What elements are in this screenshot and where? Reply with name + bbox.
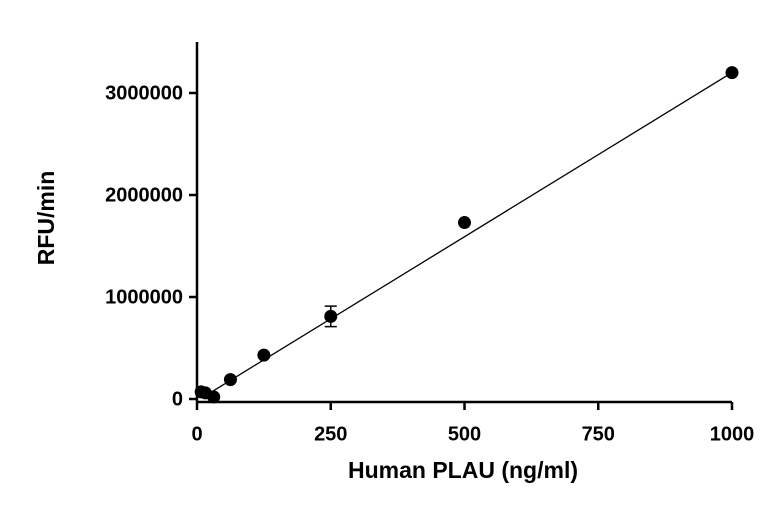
x-tick-label: 0 — [191, 423, 202, 445]
y-axis-label: RFU/min — [33, 171, 59, 266]
x-tick-label: 500 — [448, 423, 481, 445]
y-tick-label: 1000000 — [105, 286, 183, 308]
data-point — [324, 309, 338, 323]
data-point — [458, 216, 471, 230]
y-tick-label: 2000000 — [105, 184, 183, 206]
data-point — [725, 66, 739, 80]
data-point — [257, 348, 271, 362]
x-tick-label: 1000 — [710, 423, 755, 445]
x-tick-label: 250 — [314, 423, 347, 445]
fit-line — [204, 72, 733, 397]
y-tick-label: 0 — [172, 388, 183, 410]
x-axis-label: Human PLAU (ng/ml) — [348, 457, 578, 483]
data-point — [207, 390, 221, 404]
x-tick-label: 750 — [582, 423, 615, 445]
data-point — [223, 373, 237, 387]
y-tick-label: 3000000 — [105, 82, 183, 104]
